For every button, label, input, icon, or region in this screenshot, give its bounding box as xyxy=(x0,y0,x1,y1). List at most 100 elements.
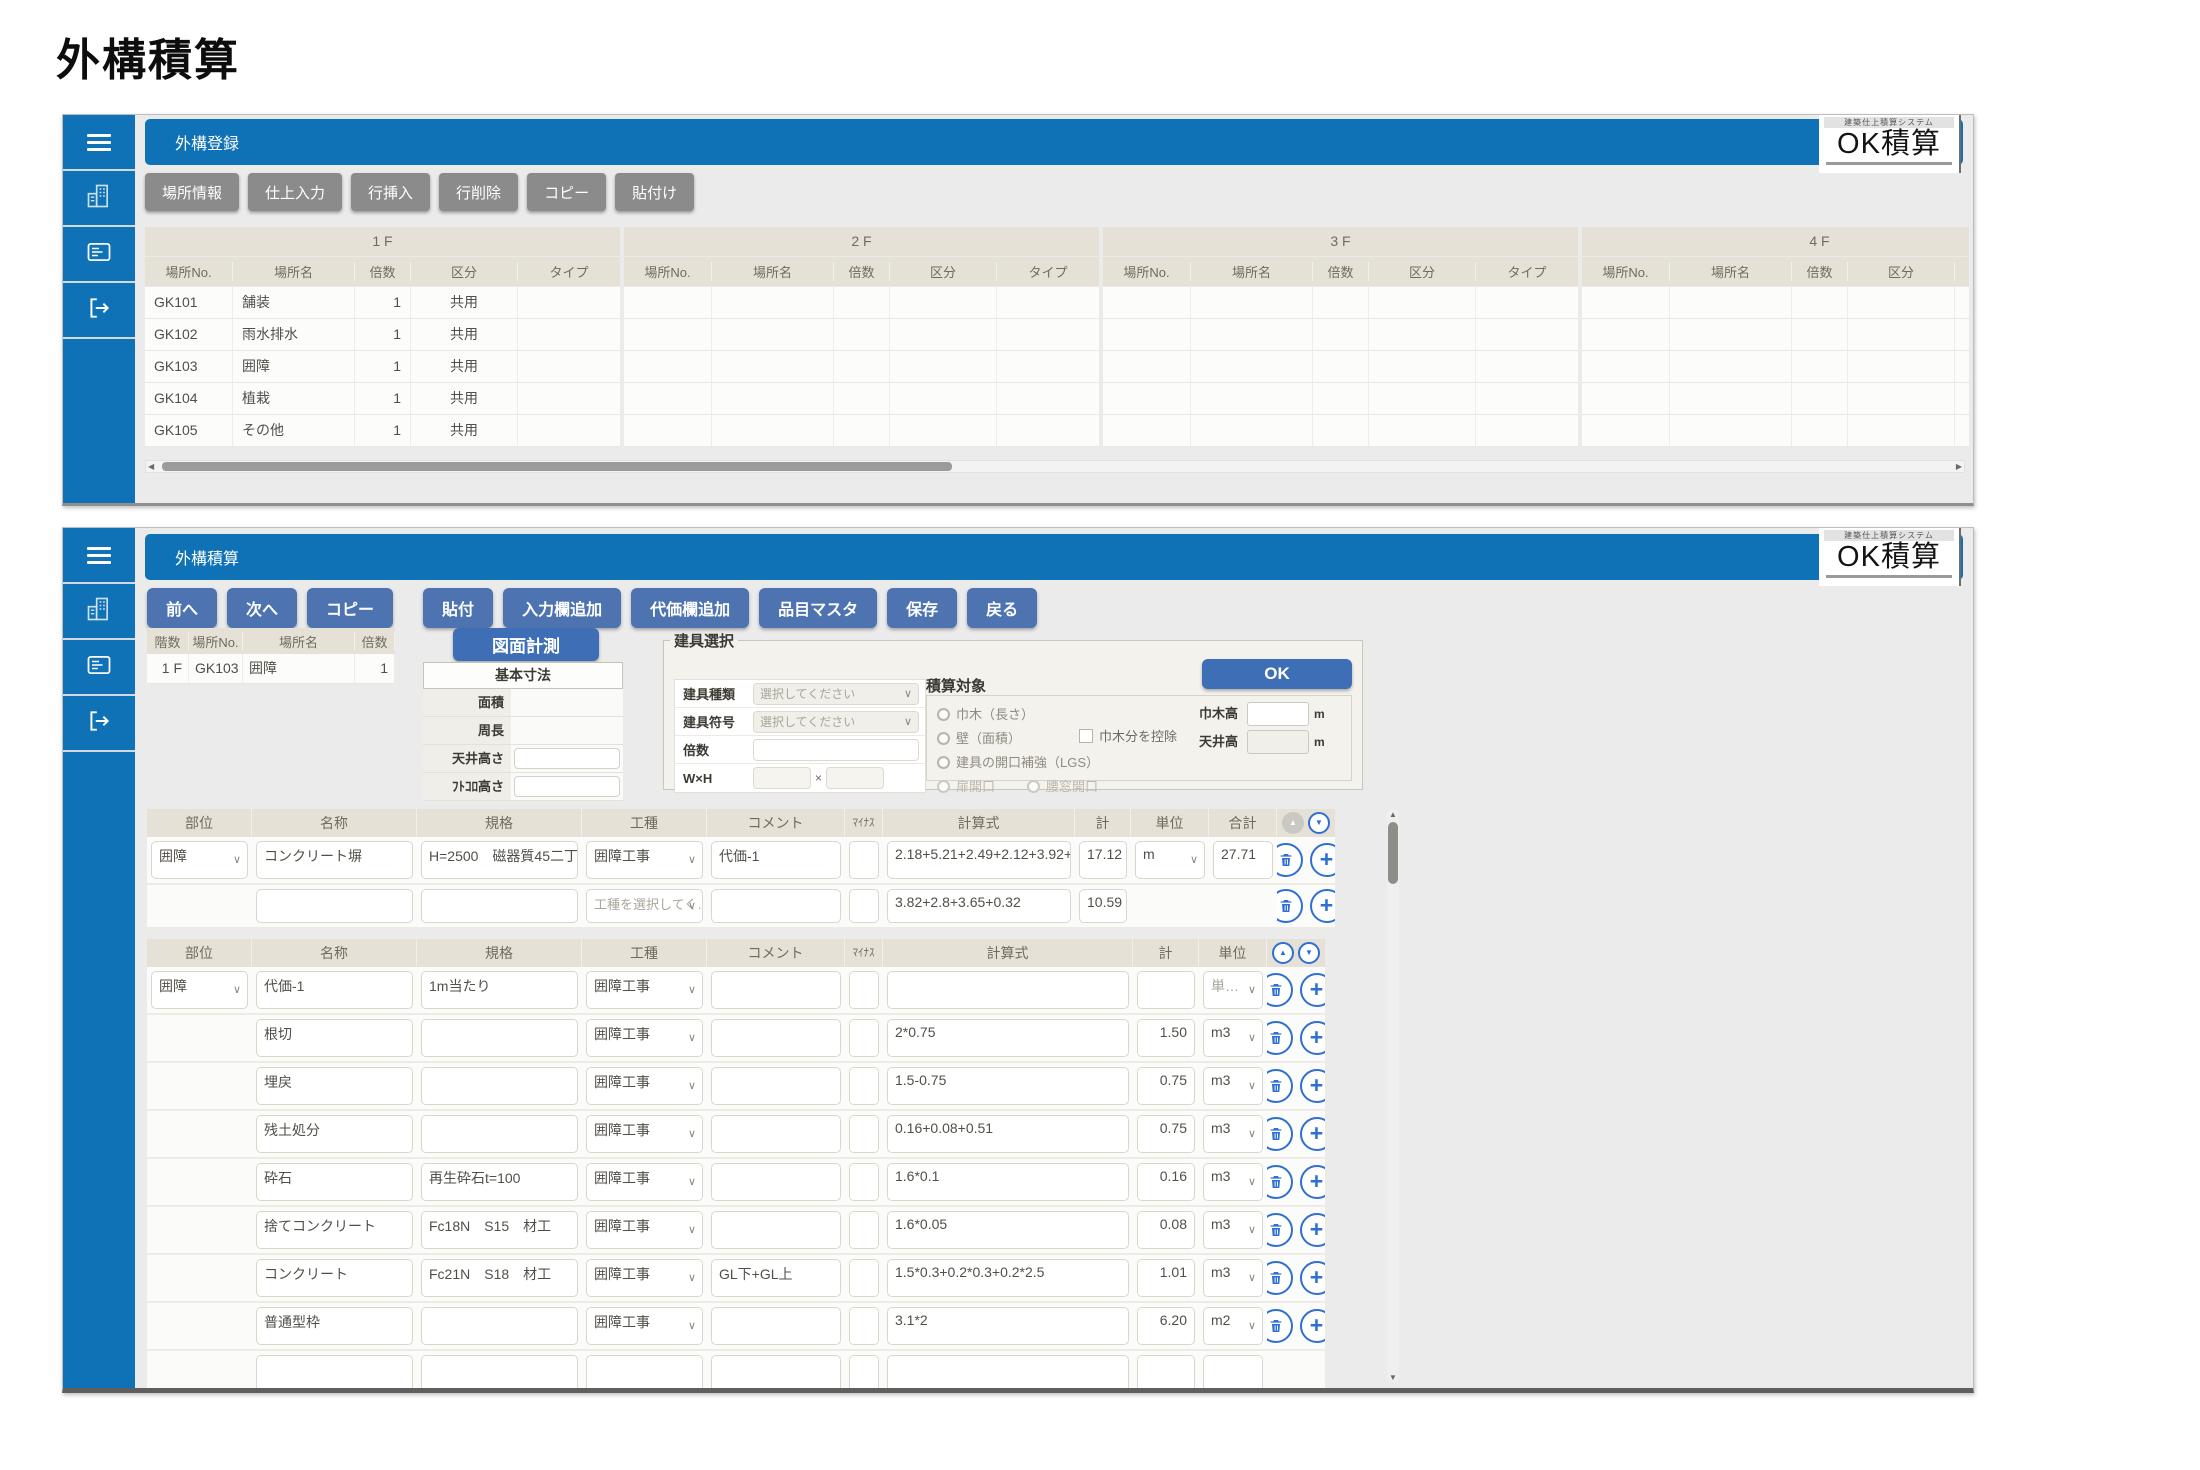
minus-input[interactable] xyxy=(849,1019,879,1057)
item-master-button[interactable]: 品目マスタ xyxy=(759,588,878,628)
name-input[interactable]: 根切 xyxy=(256,1019,413,1057)
minus-input[interactable] xyxy=(849,1163,879,1201)
table-row[interactable]: GK103 囲障 1 共用 xyxy=(145,351,620,383)
subtotal-input[interactable] xyxy=(1137,1355,1195,1388)
formula-input[interactable]: 3.1*2 xyxy=(887,1307,1129,1345)
scroll-left-icon[interactable]: ◀ xyxy=(148,462,155,471)
minus-input[interactable] xyxy=(849,1211,879,1249)
comment-input[interactable]: GL下+GL上 xyxy=(711,1259,841,1297)
name-input[interactable] xyxy=(256,1355,413,1388)
minus-input[interactable] xyxy=(849,1259,879,1297)
place-info-button[interactable]: 場所情報 xyxy=(145,173,240,211)
paste-button[interactable]: 貼付け xyxy=(615,173,695,211)
spec-input[interactable] xyxy=(421,1019,578,1057)
horizontal-scrollbar-thumb[interactable] xyxy=(162,462,952,471)
table-row[interactable] xyxy=(1582,287,1969,319)
name-input[interactable]: 砕石 xyxy=(256,1163,413,1201)
table-row[interactable] xyxy=(1103,415,1578,447)
part-select[interactable]: 囲障 ∨ xyxy=(151,971,248,1009)
name-input[interactable]: コンクリート xyxy=(256,1259,413,1297)
minus-input[interactable] xyxy=(849,889,879,923)
formula-input[interactable]: 1.5-0.75 xyxy=(887,1067,1129,1105)
spec-input[interactable]: Fc21N S18 材工 xyxy=(421,1259,578,1297)
vertical-scrollbar[interactable]: ▲ ▼ xyxy=(1387,809,1399,1383)
table-row[interactable] xyxy=(624,383,1099,415)
delete-row-button[interactable] xyxy=(1267,1021,1293,1055)
comment-input[interactable] xyxy=(711,1355,841,1388)
table-row[interactable] xyxy=(624,287,1099,319)
drawing-measure-button[interactable]: 図面計測 xyxy=(453,628,599,661)
grand-total-input[interactable]: 27.71 xyxy=(1213,841,1273,879)
minus-input[interactable] xyxy=(849,1115,879,1153)
work-kind-select[interactable]: 囲障工事 ∨ xyxy=(586,1163,703,1201)
sidebar-item-form[interactable] xyxy=(63,640,135,696)
formula-input[interactable]: 0.16+0.08+0.51 xyxy=(887,1115,1129,1153)
fitting-code-select[interactable]: 選択してください ∨ xyxy=(753,710,919,733)
formula-input[interactable]: 1.6*0.1 xyxy=(887,1163,1129,1201)
wall-area-radio[interactable]: 壁（面積） xyxy=(937,728,1021,748)
comment-input[interactable]: 代価-1 xyxy=(711,841,841,879)
delete-row-button[interactable]: 行削除 xyxy=(439,173,519,211)
fitting-times-input[interactable] xyxy=(753,738,919,761)
spec-input[interactable] xyxy=(421,1307,578,1345)
table-row[interactable] xyxy=(1103,351,1578,383)
subtotal-input[interactable]: 0.16 xyxy=(1137,1163,1195,1201)
name-input[interactable]: 代価-1 xyxy=(256,971,413,1009)
table-row[interactable]: GK101 舗装 1 共用 xyxy=(145,287,620,319)
unit-select[interactable]: 単… ∨ xyxy=(1203,971,1263,1009)
delete-row-button[interactable] xyxy=(1267,1069,1293,1103)
delete-row-button[interactable] xyxy=(1267,1165,1293,1199)
paste-button[interactable]: 貼付 xyxy=(423,588,494,628)
subtotal-input[interactable]: 6.20 xyxy=(1137,1307,1195,1345)
name-input[interactable]: コンクリート塀 xyxy=(256,841,413,879)
subtotal-input[interactable]: 1.01 xyxy=(1137,1259,1195,1297)
deduct-habaki-checkbox[interactable]: 巾木分を控除 xyxy=(1079,726,1177,746)
scroll-down-button[interactable]: ▼ xyxy=(1308,812,1330,834)
part-select[interactable]: 囲障 ∨ xyxy=(151,841,248,879)
comment-input[interactable] xyxy=(711,1163,841,1201)
add-row-button[interactable]: + xyxy=(1299,1309,1325,1343)
subtotal-input[interactable] xyxy=(1137,971,1195,1009)
unit-select[interactable]: m3 ∨ xyxy=(1203,1115,1263,1153)
work-kind-select[interactable] xyxy=(586,1355,703,1388)
vertical-scrollbar-thumb[interactable] xyxy=(1388,822,1398,884)
minus-input[interactable] xyxy=(849,1067,879,1105)
work-kind-select[interactable]: 囲障工事 ∨ xyxy=(586,1307,703,1345)
delete-row-button[interactable] xyxy=(1277,843,1303,877)
formula-input[interactable]: 2*0.75 xyxy=(887,1019,1129,1057)
sidebar-item-logout[interactable] xyxy=(63,696,135,752)
name-input[interactable]: 残土処分 xyxy=(256,1115,413,1153)
table-row[interactable] xyxy=(624,351,1099,383)
spec-input[interactable]: Fc18N S15 材工 xyxy=(421,1211,578,1249)
menu-button[interactable] xyxy=(63,528,135,584)
comment-input[interactable] xyxy=(711,1067,841,1105)
spec-input[interactable]: 1m当たり xyxy=(421,971,578,1009)
spec-input[interactable] xyxy=(421,1355,578,1388)
ok-button[interactable]: OK xyxy=(1202,659,1352,689)
name-input[interactable] xyxy=(256,889,413,923)
scroll-up-button[interactable]: ▲ xyxy=(1272,942,1294,964)
fitting-type-select[interactable]: 選択してください ∨ xyxy=(753,682,919,705)
ceiling-height-input[interactable] xyxy=(514,748,620,769)
scroll-up-button[interactable]: ▲ xyxy=(1282,812,1304,834)
window-opening-radio[interactable]: 腰窓開口 xyxy=(1027,776,1098,796)
ceiling-height2-input[interactable] xyxy=(1247,730,1309,754)
futokoro-height-input[interactable] xyxy=(514,776,620,797)
location-row[interactable]: 1 F GK103 囲障 1 xyxy=(147,654,395,684)
work-kind-select[interactable]: 囲障工事 ∨ xyxy=(586,841,703,879)
sidebar-item-building[interactable] xyxy=(63,584,135,640)
door-opening-radio[interactable]: 扉開口 xyxy=(937,776,995,796)
copy-button[interactable]: コピー xyxy=(527,173,607,211)
delete-row-button[interactable] xyxy=(1267,1261,1293,1295)
scroll-down-icon[interactable]: ▼ xyxy=(1389,1373,1397,1382)
table-row[interactable]: GK105 その他 1 共用 xyxy=(145,415,620,447)
add-row-button[interactable]: + xyxy=(1299,1117,1325,1151)
unit-select[interactable]: m3 ∨ xyxy=(1203,1067,1263,1105)
comment-input[interactable] xyxy=(711,1211,841,1249)
delete-row-button[interactable] xyxy=(1267,1213,1293,1247)
habaki-length-radio[interactable]: 巾木（長さ） xyxy=(937,704,1034,724)
work-kind-select[interactable]: 囲障工事 ∨ xyxy=(586,1211,703,1249)
minus-input[interactable] xyxy=(849,841,879,879)
unit-select[interactable]: m3 ∨ xyxy=(1203,1211,1263,1249)
spec-input[interactable] xyxy=(421,1115,578,1153)
